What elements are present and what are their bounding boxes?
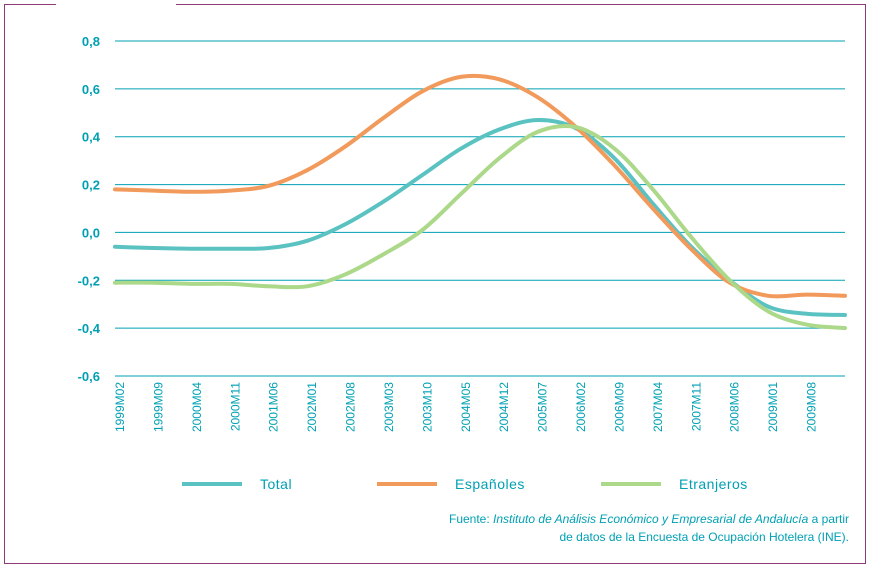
series-line-españoles: [113, 73, 847, 299]
legend-label: Etranjeros: [679, 476, 748, 492]
x-tick-label: 2005M07: [536, 382, 550, 432]
source-line-2: de datos de la Encuesta de Ocupación Hot…: [559, 530, 850, 544]
frame-border-top-left: [4, 4, 56, 5]
y-tick-label: 0,0: [82, 225, 100, 240]
source-prefix: Fuente:: [449, 512, 494, 526]
source-note: Fuente: Instituto de Análisis Económico …: [289, 510, 849, 546]
x-tick-label: 2007M11: [689, 382, 703, 431]
gridlines: [115, 40, 845, 377]
x-tick-label: 2003M10: [420, 382, 434, 432]
series-lines: [113, 73, 847, 331]
y-tick-label: 0,8: [82, 34, 100, 49]
frame-border-bottom: [4, 563, 866, 564]
x-tick-label: 2009M08: [805, 382, 819, 432]
legend-label: Españoles: [455, 476, 525, 492]
x-tick-label: 1999M02: [113, 382, 127, 432]
x-tick-label: 2004M12: [497, 382, 511, 432]
y-tick-label: 0,6: [82, 82, 100, 97]
source-suffix: a partir: [808, 512, 849, 526]
series-line-etranjeros: [113, 123, 847, 331]
y-tick-label: -0,6: [78, 369, 100, 384]
x-tick-label: 2000M04: [190, 382, 204, 432]
x-tick-label: 2006M09: [612, 382, 626, 432]
frame-border-left: [4, 4, 5, 564]
frame-border-right: [865, 4, 866, 564]
x-tick-label: 2000M11: [228, 382, 242, 431]
y-tick-label: -0,4: [78, 321, 101, 336]
x-tick-label: 2008M06: [728, 382, 742, 432]
y-tick-label: 0,4: [82, 130, 101, 145]
x-tick-label: 2004M05: [459, 382, 473, 432]
x-tick-label: 2002M08: [344, 382, 358, 432]
y-tick-label: 0,2: [82, 178, 100, 193]
source-institution: Instituto de Análisis Económico y Empres…: [493, 512, 809, 526]
x-tick-label: 2009M01: [766, 382, 780, 432]
x-tick-label: 2001M06: [267, 382, 281, 432]
x-tick-label: 2002M01: [305, 382, 319, 432]
x-tick-label: 1999M09: [151, 382, 165, 432]
x-tick-label: 2007M04: [651, 382, 665, 432]
y-tick-label: -0,2: [78, 273, 100, 288]
x-tick-label: 2006M02: [574, 382, 588, 432]
frame-border-top-right: [176, 4, 866, 5]
x-tick-label: 2003M03: [382, 382, 396, 432]
x-axis-ticks: 1999M02 1999M09 2000M04 2000M11 2001M06 2002M…: [113, 382, 819, 432]
y-axis-ticks: 0,8 0,6 0,4 0,2 0,0 -0,2 -0,4 -0,6: [78, 34, 101, 384]
legend: Total Españoles Etranjeros: [182, 476, 748, 492]
legend-label: Total: [260, 476, 292, 492]
